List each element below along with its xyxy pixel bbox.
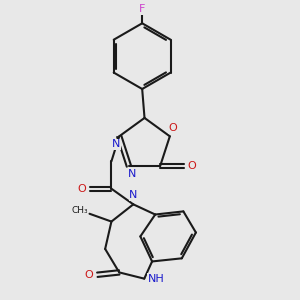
Text: O: O <box>169 124 177 134</box>
Text: N: N <box>128 169 136 179</box>
Text: N: N <box>129 190 137 200</box>
Text: O: O <box>187 161 196 171</box>
Text: O: O <box>84 270 93 280</box>
Text: CH₃: CH₃ <box>71 206 88 215</box>
Text: O: O <box>77 184 86 194</box>
Text: N: N <box>112 139 120 149</box>
Text: NH: NH <box>148 274 164 284</box>
Text: F: F <box>139 4 146 14</box>
